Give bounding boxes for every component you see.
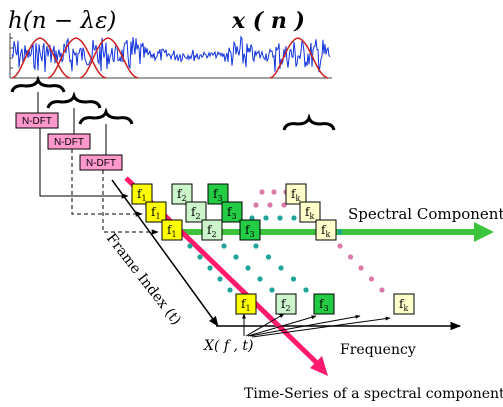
bin-label-f1-frame-3: f1 — [167, 223, 177, 239]
waveform-ticks — [10, 37, 13, 69]
time-series-dot — [347, 254, 354, 260]
bin-box-fk-frame-4 — [393, 293, 415, 315]
bin-box-f2-frame-3 — [201, 219, 223, 241]
time-series-dot — [207, 265, 213, 271]
time-series-dot — [278, 265, 284, 271]
time-series-dot — [221, 243, 227, 249]
spectral-dots — [187, 189, 385, 293]
spectral-dot — [267, 202, 273, 208]
bin-label-f2-frame-1: f2 — [177, 187, 187, 203]
time-series-dot — [245, 265, 251, 271]
frame-index-axis — [111, 179, 219, 327]
time-series-dot — [227, 287, 233, 293]
speech-signal-waveform — [11, 35, 331, 73]
spectral-dot — [271, 189, 277, 195]
brace-1 — [10, 75, 66, 93]
time-series-dot — [358, 265, 364, 271]
bin-label-f3-frame-3: f3 — [245, 223, 255, 239]
bin-box-f2-frame-2 — [185, 201, 207, 223]
bin-label-f2-frame-2: f2 — [191, 205, 201, 221]
time-series-dot — [337, 243, 343, 249]
bin-box-f1-frame-2 — [145, 201, 167, 223]
window-curve-1 — [11, 37, 71, 79]
bin-label-f1-frame-4: f1 — [241, 297, 251, 313]
route-frame-2 — [71, 149, 143, 217]
xft-label: X( f , t) — [203, 338, 254, 354]
time-series-label: Time-Series of a spectral component — [244, 386, 503, 402]
bin-label-f1-frame-2: f1 — [151, 205, 161, 221]
time-series-dot — [368, 276, 375, 282]
bin-label-f2-frame-3: f2 — [207, 223, 217, 239]
time-series-dot — [303, 287, 309, 293]
bin-box-f3-frame-3 — [239, 219, 261, 241]
brace-2 — [46, 91, 102, 109]
frequency-label: Frequency — [340, 342, 416, 358]
ndft-label-3: N-DFT — [86, 158, 116, 169]
bin-box-f1-frame-4 — [235, 293, 257, 315]
time-series-dot — [253, 243, 259, 249]
frame-index-label: Frame Index (t) — [103, 231, 184, 329]
bin-label-f3-frame-4: f3 — [319, 297, 329, 313]
bin-label-f1-frame-1: f1 — [137, 187, 147, 203]
bin-label-fk-frame-4: fk — [399, 297, 408, 313]
spectral-dot — [263, 215, 269, 221]
route-frame-1 — [39, 128, 129, 199]
bin-box-f2-frame-4 — [275, 293, 297, 315]
brace-3 — [78, 107, 134, 125]
bin-box-fk-frame-3 — [315, 219, 337, 241]
ndft-box-3 — [79, 154, 123, 171]
ndft-box-2 — [47, 133, 91, 150]
spectral-dot — [291, 215, 297, 221]
window-function-label: h(n − λε) — [8, 8, 116, 34]
spectral-dot — [281, 202, 287, 208]
bin-box-fk-frame-1 — [285, 183, 307, 205]
signal-label: x ( n ) — [231, 8, 305, 34]
waveform-panel: h(n − λε) x ( n ) — [8, 8, 332, 79]
spectral-dot — [249, 215, 255, 221]
spectral-dot — [259, 189, 265, 195]
bin-box-f3-frame-2 — [221, 201, 243, 223]
bin-label-fk-frame-3: fk — [321, 223, 330, 239]
dft-routing — [39, 128, 159, 235]
route-frame-3 — [102, 170, 159, 235]
bin-box-fk-frame-2 — [299, 201, 321, 223]
frequency-bin-boxes: f1 f2 f3 fk f1 f2 f3 fk f1 f2 f3 fk f1 f2 f3 fk — [131, 183, 415, 315]
time-series-dot — [217, 276, 223, 282]
bin-box-f3-frame-4 — [313, 293, 335, 315]
spectral-components-label: Spectral Components — [348, 205, 503, 223]
window-curve-4 — [269, 37, 329, 79]
bin-box-f3-frame-1 — [207, 183, 229, 205]
time-series-dot — [290, 276, 297, 282]
frame-braces — [10, 75, 336, 131]
ndft-label-1: N-DFT — [22, 116, 52, 127]
time-series-dot — [233, 254, 239, 260]
ndft-boxes: N-DFT N-DFT N-DFT — [15, 112, 123, 171]
spectral-dot — [337, 229, 343, 235]
time-series-dot — [257, 276, 263, 282]
bin-box-f1-frame-3 — [161, 219, 183, 241]
time-series-dot — [379, 287, 385, 293]
bin-label-f2-frame-4: f2 — [281, 297, 291, 313]
bin-label-f3-frame-2: f3 — [227, 205, 237, 221]
xft-pointer-arrows — [242, 313, 391, 338]
time-series-dot — [187, 243, 193, 249]
time-series-dot — [265, 254, 272, 260]
spectral-dot — [253, 202, 259, 208]
time-series-dot — [269, 287, 275, 293]
spectral-dot — [277, 215, 283, 221]
time-series-dot — [197, 254, 203, 260]
ndft-label-2: N-DFT — [54, 137, 84, 148]
ndft-box-1 — [15, 112, 59, 129]
brace-4 — [282, 113, 336, 131]
bin-label-fk-frame-2: fk — [305, 205, 314, 221]
brace-connectors — [37, 92, 107, 155]
window-curve-3 — [79, 37, 139, 79]
bin-label-fk-frame-1: fk — [291, 187, 300, 203]
window-curve-2 — [47, 37, 107, 79]
bin-label-f3-frame-1: f3 — [213, 187, 223, 203]
bin-box-f1-frame-1 — [131, 183, 153, 205]
bin-box-f2-frame-1 — [171, 183, 193, 205]
